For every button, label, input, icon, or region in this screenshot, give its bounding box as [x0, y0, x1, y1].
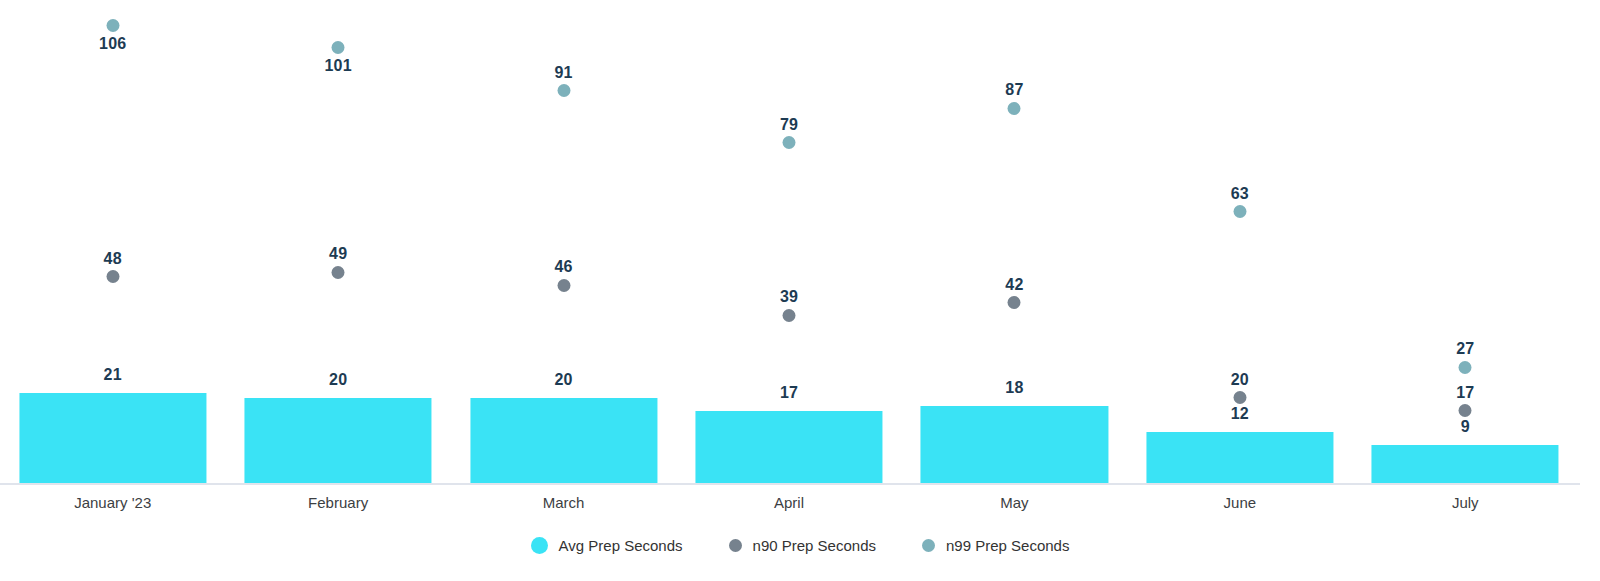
- value-label-avg-prep-seconds: 12: [1127, 405, 1352, 423]
- value-label-n99-prep-seconds: 79: [676, 116, 901, 134]
- point-n99-prep-seconds[interactable]: [332, 41, 345, 54]
- point-n90-prep-seconds[interactable]: [1008, 296, 1021, 309]
- value-label-n90-prep-seconds: 49: [225, 245, 450, 263]
- value-label-n99-prep-seconds: 87: [902, 81, 1127, 99]
- x-axis-label-february: February: [225, 492, 450, 514]
- value-label-n99-prep-seconds: 91: [451, 64, 676, 82]
- value-label-n90-prep-seconds: 39: [676, 288, 901, 306]
- value-label-avg-prep-seconds: 20: [451, 371, 676, 389]
- x-axis-line: [0, 483, 1580, 485]
- x-axis-label-july: July: [1353, 492, 1578, 514]
- point-n99-prep-seconds[interactable]: [1008, 102, 1021, 115]
- value-label-avg-prep-seconds: 18: [902, 379, 1127, 397]
- legend-marker-avg-prep-seconds: [531, 537, 548, 554]
- value-label-n90-prep-seconds: 48: [0, 250, 225, 268]
- chart-column-may: 18 42 87: [902, 0, 1127, 484]
- value-label-n90-prep-seconds: 20: [1127, 371, 1352, 389]
- point-n99-prep-seconds[interactable]: [782, 136, 795, 149]
- value-label-n99-prep-seconds: 27: [1353, 340, 1578, 358]
- chart-column-june: 12 20 63: [1127, 0, 1352, 484]
- chart-column-july: 9 17 27: [1353, 0, 1578, 484]
- x-axis-label-january-23: January '23: [0, 492, 225, 514]
- chart-column-april: 17 39 79: [676, 0, 901, 484]
- point-n99-prep-seconds[interactable]: [1233, 205, 1246, 218]
- value-label-n99-prep-seconds: 101: [225, 57, 450, 75]
- x-axis-label-may: May: [902, 492, 1127, 514]
- value-label-n90-prep-seconds: 42: [902, 276, 1127, 294]
- legend-label-n90-prep-seconds: n90 Prep Seconds: [753, 537, 876, 554]
- chart-column-january-23: 21 48 106: [0, 0, 225, 484]
- legend-marker-n99-prep-seconds: [922, 539, 935, 552]
- bar-avg-prep-seconds[interactable]: [695, 411, 882, 484]
- point-n90-prep-seconds[interactable]: [1233, 391, 1246, 404]
- point-n90-prep-seconds[interactable]: [106, 270, 119, 283]
- legend-label-avg-prep-seconds: Avg Prep Seconds: [559, 537, 683, 554]
- value-label-avg-prep-seconds: 17: [676, 384, 901, 402]
- chart-legend: Avg Prep Seconds n90 Prep Seconds n99 Prep…: [0, 533, 1600, 557]
- legend-item-n90-prep-seconds[interactable]: n90 Prep Seconds: [729, 537, 876, 554]
- x-axis-label-april: April: [676, 492, 901, 514]
- bar-avg-prep-seconds[interactable]: [470, 398, 657, 484]
- point-n90-prep-seconds[interactable]: [782, 309, 795, 322]
- point-n90-prep-seconds[interactable]: [332, 266, 345, 279]
- legend-marker-n90-prep-seconds: [729, 539, 742, 552]
- bar-avg-prep-seconds[interactable]: [245, 398, 432, 484]
- prep-seconds-chart: 2148106204910120469117397918428712206391…: [0, 0, 1600, 581]
- x-axis-label-march: March: [451, 492, 676, 514]
- point-n90-prep-seconds[interactable]: [1459, 404, 1472, 417]
- value-label-n90-prep-seconds: 46: [451, 258, 676, 276]
- bar-avg-prep-seconds[interactable]: [921, 406, 1108, 484]
- point-n99-prep-seconds[interactable]: [106, 19, 119, 32]
- plot-area: 2148106204910120469117397918428712206391…: [0, 0, 1578, 484]
- legend-item-avg-prep-seconds[interactable]: Avg Prep Seconds: [531, 537, 683, 554]
- point-n99-prep-seconds[interactable]: [1459, 361, 1472, 374]
- bar-avg-prep-seconds[interactable]: [1372, 445, 1559, 484]
- x-axis-label-june: June: [1127, 492, 1352, 514]
- value-label-n99-prep-seconds: 63: [1127, 185, 1352, 203]
- value-label-n90-prep-seconds: 17: [1353, 384, 1578, 402]
- legend-label-n99-prep-seconds: n99 Prep Seconds: [946, 537, 1069, 554]
- chart-column-march: 20 46 91: [451, 0, 676, 484]
- x-axis-labels: January '23FebruaryMarchAprilMayJuneJuly: [0, 492, 1578, 514]
- chart-column-february: 20 49 101: [225, 0, 450, 484]
- legend-item-n99-prep-seconds[interactable]: n99 Prep Seconds: [922, 537, 1069, 554]
- value-label-avg-prep-seconds: 21: [0, 366, 225, 384]
- value-label-avg-prep-seconds: 9: [1353, 418, 1578, 436]
- point-n99-prep-seconds[interactable]: [557, 84, 570, 97]
- value-label-n99-prep-seconds: 106: [0, 35, 225, 53]
- bar-avg-prep-seconds[interactable]: [1146, 432, 1333, 484]
- value-label-avg-prep-seconds: 20: [225, 371, 450, 389]
- point-n90-prep-seconds[interactable]: [557, 279, 570, 292]
- bar-avg-prep-seconds[interactable]: [19, 393, 206, 484]
